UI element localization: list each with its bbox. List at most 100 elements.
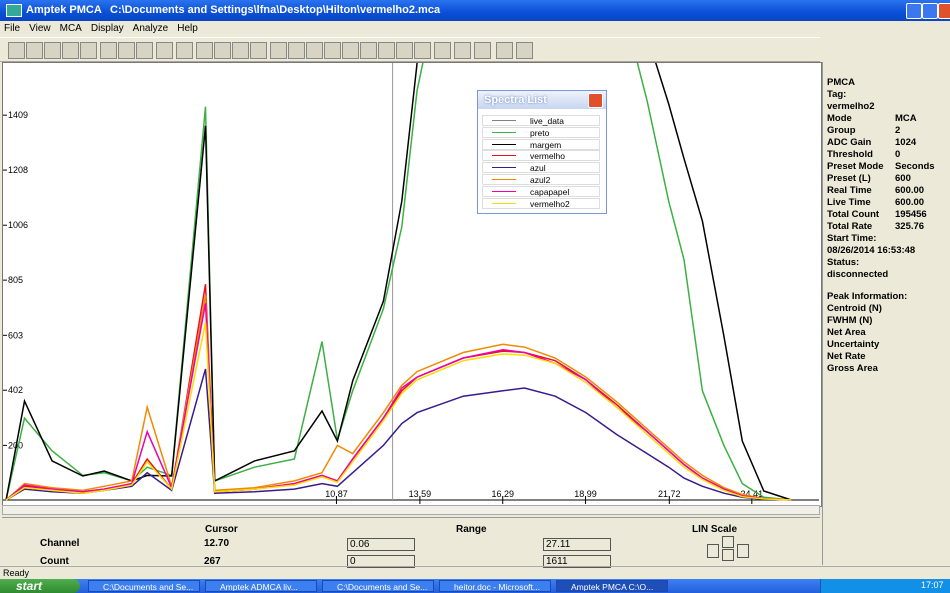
legend-row[interactable] [482,138,600,150]
info-label: Net Area [827,327,866,338]
toolbar-button[interactable] [288,42,305,59]
menu-item[interactable]: View [29,23,51,34]
task-button[interactable]: Amptek PMCA C:\O... [556,580,668,592]
y-tick-label: 1409 [8,110,28,120]
legend-row[interactable] [482,115,600,126]
clock: 17:07 [921,580,944,590]
close-button[interactable] [938,3,950,19]
legend-row[interactable] [482,197,600,209]
task-button[interactable]: C:\Documents and Se... [88,580,200,592]
info-value: 325.76 [895,221,925,232]
scale-down[interactable] [722,549,734,561]
toolbar-button[interactable] [496,42,513,59]
minimize-button[interactable] [906,3,922,19]
toolbar-button[interactable] [118,42,135,59]
toolbar-button[interactable] [324,42,341,59]
legend-swatch [492,120,516,121]
toolbar-button[interactable] [80,42,97,59]
toolbar-button[interactable] [196,42,213,59]
scale-up[interactable] [722,536,734,548]
toolbar-button[interactable] [434,42,451,59]
taskbar: start 17:07 C:\Documents and Se... Amptek… [0,579,950,593]
info-label: Real Time [827,185,872,196]
info-label: Group [827,125,856,136]
info-label: Total Count [827,209,880,220]
x-tick-label: 13.59 [409,489,432,499]
legend-row[interactable] [482,126,600,138]
legend-row[interactable] [482,174,600,185]
info-value: MCA [895,113,917,124]
cursor-count: 267 [204,556,221,567]
toolbar-button[interactable] [342,42,359,59]
spectra-list-window: Spectra List live_data preto margem vermelh… [477,90,607,214]
legend-row[interactable] [482,162,600,174]
info-value: 600.00 [895,197,925,208]
legend-label: preto [530,127,550,138]
y-tick-label: 603 [8,330,23,340]
legend-label: azul2 [530,175,551,185]
toolbar-button[interactable] [378,42,395,59]
scale-left[interactable] [707,544,719,558]
toolbar-button[interactable] [232,42,249,59]
horizontal-scrollbar[interactable] [2,505,820,515]
info-value: Seconds [895,161,935,172]
toolbar-button[interactable] [306,42,323,59]
range-channel-low[interactable]: 0.06 [347,538,415,551]
maximize-button[interactable] [922,3,938,19]
info-value: 0 [895,149,901,160]
task-button[interactable]: C:\Documents and Se... [322,580,434,592]
info-label: Total Rate [827,221,873,232]
toolbar-button[interactable] [396,42,413,59]
toolbar-button[interactable] [414,42,431,59]
range-count-low[interactable]: 0 [347,555,415,568]
task-button[interactable]: Amptek ADMCA liv... [205,580,317,592]
menu-item[interactable]: Display [90,23,124,34]
toolbar-button[interactable] [136,42,153,59]
legend-row[interactable] [482,150,600,162]
toolbar-button[interactable] [8,42,25,59]
toolbar-button[interactable] [250,42,267,59]
range-channel-high[interactable]: 27.11 [543,538,611,551]
toolbar-button[interactable] [214,42,231,59]
info-title: PMCA [827,77,855,88]
legend-row[interactable] [482,185,600,197]
toolbar-button[interactable] [156,42,173,59]
spectra-list-close[interactable] [588,93,603,108]
legend-label: vermelho2 [530,198,570,209]
toolbar-button[interactable] [270,42,287,59]
menu-item[interactable]: MCA [59,23,82,34]
spectrum-view: 200 402 603 805 1006 1208 1409 10.87 13.59 16.29 1… [2,62,822,507]
info-label: Threshold [827,149,873,160]
legend-swatch [492,131,516,133]
channel-label: Channel [40,538,80,549]
status-bar: Ready [0,566,950,579]
y-tick-label: 402 [8,385,23,395]
x-tick-label: 24.41 [741,489,764,499]
toolbar-button[interactable] [62,42,79,59]
menu-item[interactable]: Analyze [132,23,169,34]
legend-swatch [492,202,516,204]
toolbar-button[interactable] [44,42,61,59]
legend-swatch [492,190,516,192]
menu-item[interactable]: Help [177,23,198,34]
range-header: Range [456,524,487,535]
info-value: 1024 [895,137,917,148]
start-button[interactable]: start [0,579,80,593]
menu-item[interactable]: File [4,23,21,34]
range-count-high[interactable]: 1611 [543,555,611,568]
toolbar-button[interactable] [474,42,491,59]
toolbar-button[interactable] [454,42,471,59]
task-button[interactable]: heitor.doc - Microsoft... [439,580,551,592]
file-path: C:\Documents and Settings\lfna\Desktop\H… [110,4,441,16]
toolbar-button[interactable] [176,42,193,59]
toolbar-button[interactable] [100,42,117,59]
scale-right[interactable] [737,544,749,558]
menu-bar: File View MCA Display Analyze Help [0,22,950,36]
x-tick-label: 10.87 [325,489,348,499]
toolbar-button[interactable] [26,42,43,59]
info-value: 08/26/2014 16:53:48 [827,245,916,256]
toolbar-button[interactable] [516,42,533,59]
toolbar-button[interactable] [360,42,377,59]
